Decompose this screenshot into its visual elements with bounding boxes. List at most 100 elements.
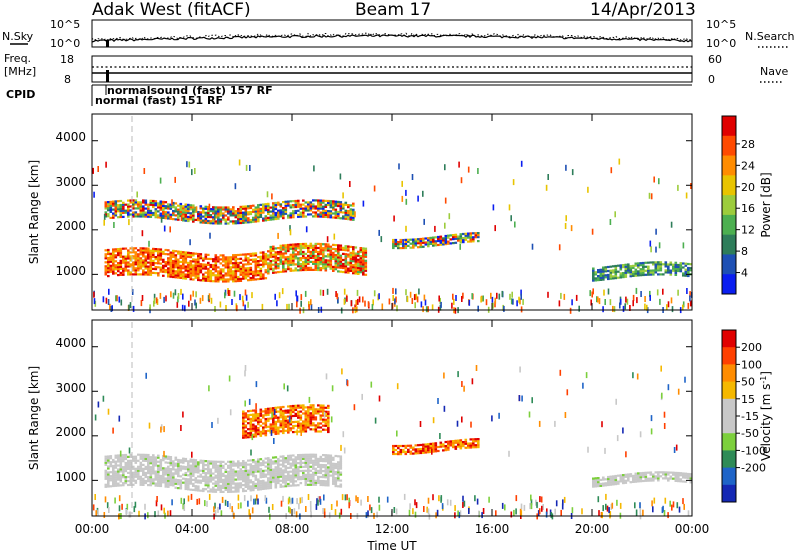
echo-cell xyxy=(94,494,96,500)
echo-cell xyxy=(249,419,253,422)
echo-cell xyxy=(423,506,425,512)
echo-cell xyxy=(317,457,320,460)
echo-cell xyxy=(234,278,238,281)
echo-cell xyxy=(337,202,340,205)
echo-cell xyxy=(297,269,300,272)
echo-cell xyxy=(149,458,153,461)
echo-cell xyxy=(604,447,606,454)
echo-cell xyxy=(257,482,260,485)
echo-cell xyxy=(309,479,313,482)
echo-cell xyxy=(432,238,435,241)
echo-cell xyxy=(282,246,285,249)
echo-cell xyxy=(222,208,225,211)
echo-cell xyxy=(308,396,311,403)
echo-cell xyxy=(657,267,660,270)
echo-cell xyxy=(309,250,313,253)
echo-cell xyxy=(274,255,278,258)
echo-cell xyxy=(442,241,445,244)
echo-cell xyxy=(252,481,255,484)
echo-cell xyxy=(269,216,273,219)
echo-cell xyxy=(221,496,224,503)
echo-cell xyxy=(314,262,318,265)
echo-cell xyxy=(262,481,265,484)
echo-cell xyxy=(287,257,290,261)
echo-cell xyxy=(347,245,350,248)
echo-cell xyxy=(162,258,165,261)
echo-cell xyxy=(287,216,290,219)
echo-cell xyxy=(440,301,442,308)
echo-cell xyxy=(682,242,685,249)
echo-cell xyxy=(294,205,298,209)
echo-cell xyxy=(194,469,198,472)
echo-cell xyxy=(424,443,428,446)
echo-cell xyxy=(239,257,243,260)
echo-cell xyxy=(422,447,425,450)
echo-cell xyxy=(422,239,425,242)
echo-cell xyxy=(309,242,313,245)
echo-cell xyxy=(357,266,360,269)
echo-cell xyxy=(397,444,400,448)
echo-cell xyxy=(207,486,210,489)
echo-cell xyxy=(254,252,258,255)
echo-cell xyxy=(299,205,303,208)
echo-cell xyxy=(279,430,283,433)
echo-cell xyxy=(247,261,250,264)
echo-cell xyxy=(657,273,660,276)
echo-cell xyxy=(242,422,245,425)
echo-cell xyxy=(162,467,165,470)
echo-cell xyxy=(417,448,420,451)
echo-cell xyxy=(224,478,228,481)
echo-cell xyxy=(334,216,338,219)
echo-cell xyxy=(207,219,210,223)
echo-cell xyxy=(117,476,120,479)
echo-cell xyxy=(264,412,268,415)
echo-cell xyxy=(642,479,645,483)
echo-cell xyxy=(139,267,143,270)
echo-cell xyxy=(314,205,318,208)
echo-cell xyxy=(207,261,210,264)
echo-cell xyxy=(312,479,315,482)
echo-cell xyxy=(192,290,194,297)
echo-cell xyxy=(332,243,335,246)
echo-cell xyxy=(242,267,245,270)
echo-cell xyxy=(339,455,343,458)
echo-cell xyxy=(149,255,153,258)
echo-cell xyxy=(219,268,223,271)
velocity-colorbar-label-exp: -1 xyxy=(759,376,768,384)
echo-cell xyxy=(357,298,359,305)
echo-cell xyxy=(207,464,210,467)
echo-cell xyxy=(323,411,326,418)
echo-cell xyxy=(329,456,333,459)
echo-cell xyxy=(378,504,381,511)
echo-cell xyxy=(184,205,188,208)
echo-cell xyxy=(426,506,428,513)
echo-cell xyxy=(242,466,245,469)
echo-cell xyxy=(659,273,663,276)
echo-cell xyxy=(219,272,223,275)
echo-cell xyxy=(227,266,230,269)
echo-cell xyxy=(179,461,183,464)
echo-cell xyxy=(117,208,120,211)
echo-cell xyxy=(187,466,190,469)
echo-cell xyxy=(154,268,158,271)
echo-cell xyxy=(347,247,350,250)
echo-cell xyxy=(159,474,163,478)
echo-cell xyxy=(252,218,255,221)
echo-cell xyxy=(294,476,298,479)
echo-cell xyxy=(197,461,200,464)
echo-cell xyxy=(334,479,338,482)
echo-cell xyxy=(412,244,415,247)
echo-cell xyxy=(247,207,250,210)
echo-cell xyxy=(322,289,325,296)
echo-cell xyxy=(254,435,258,438)
echo-cell xyxy=(259,468,263,471)
echo-cell xyxy=(147,453,150,457)
echo-cell xyxy=(647,261,650,264)
echo-cell xyxy=(214,222,218,225)
echo-cell xyxy=(324,243,328,246)
echo-cell xyxy=(144,267,148,270)
echo-cell xyxy=(247,500,249,507)
echo-cell xyxy=(302,428,305,431)
echo-cell xyxy=(179,254,183,257)
echo-cell xyxy=(244,213,248,216)
